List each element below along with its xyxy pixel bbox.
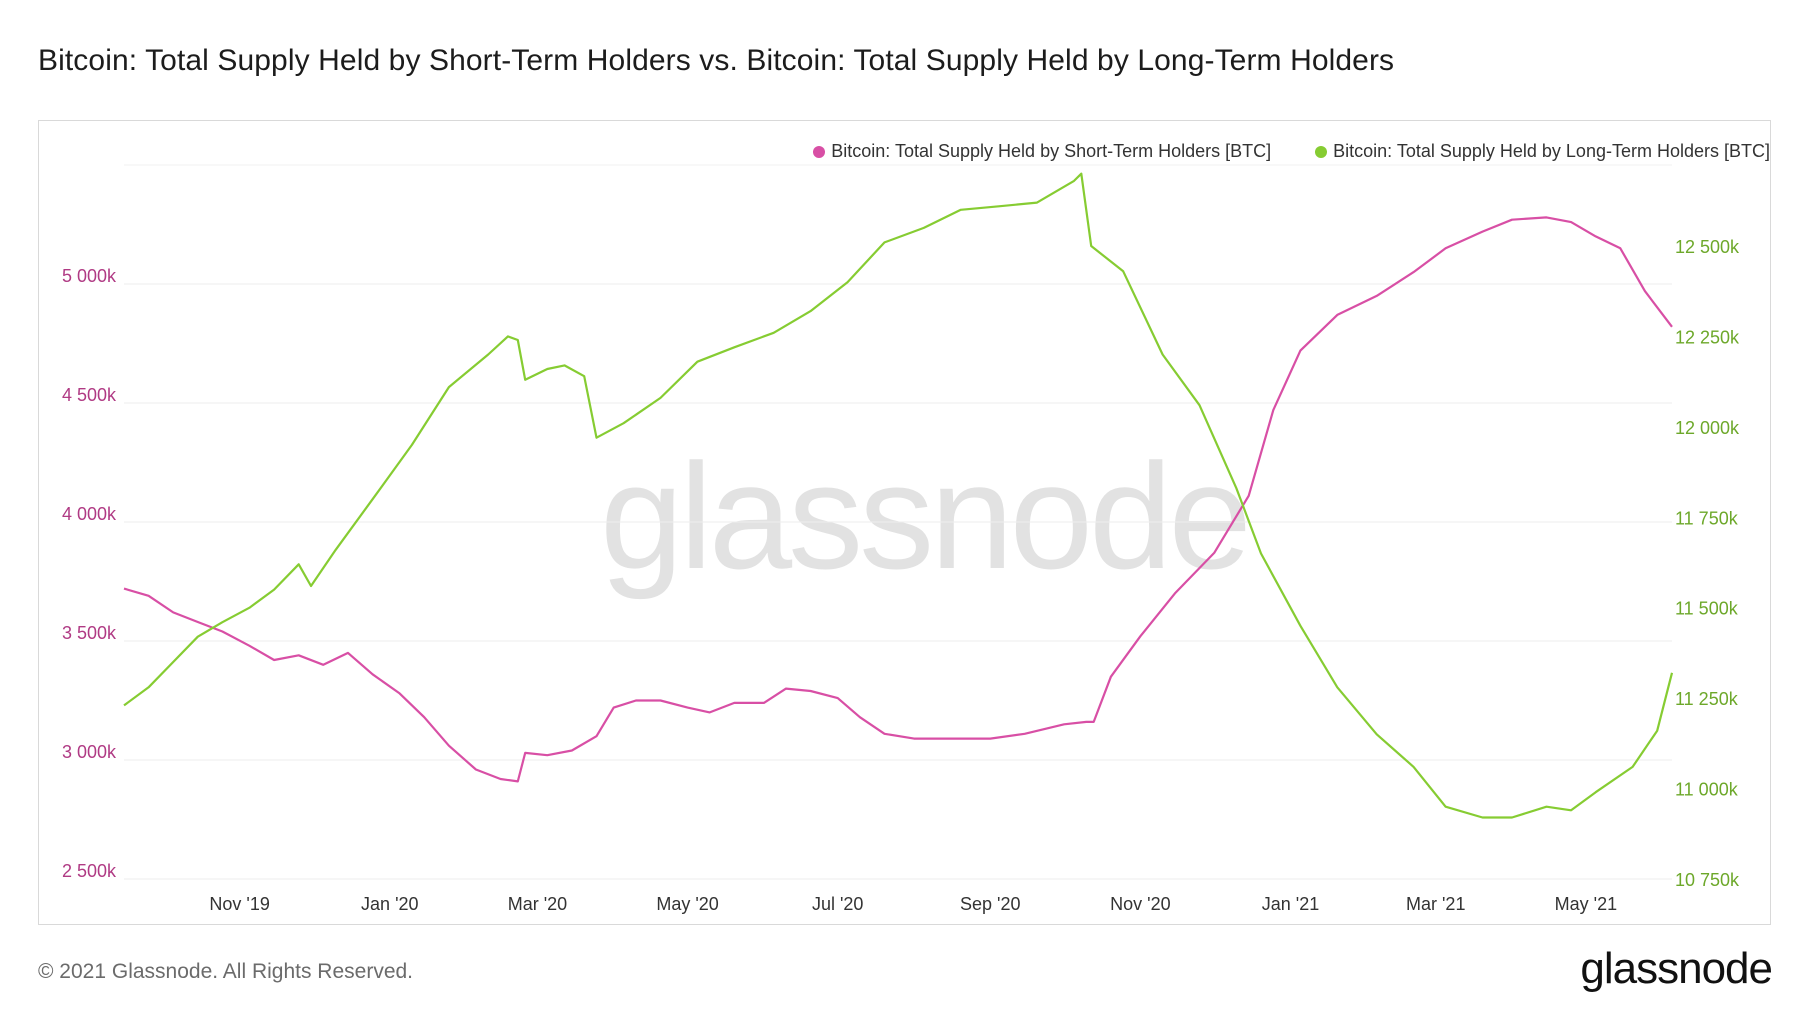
- x-tick-label: Mar '21: [1406, 894, 1465, 914]
- y-left-tick-label: 2 500k: [62, 861, 117, 881]
- copyright: © 2021 Glassnode. All Rights Reserved.: [38, 960, 414, 983]
- legend-dot-sth: [813, 145, 826, 158]
- y-right-tick-label: 11 000k: [1675, 780, 1739, 800]
- y-left-tick-label: 3 000k: [62, 742, 117, 762]
- y-left-tick-label: 3 500k: [62, 623, 117, 643]
- series-line-lth: [123, 172, 1674, 819]
- legend: Bitcoin: Total Supply Held by Short-Term…: [813, 141, 1770, 162]
- legend-dot-lth: [1315, 145, 1328, 158]
- brand-logo: glassnode: [1580, 944, 1773, 993]
- x-tick-label: Nov '20: [1110, 894, 1170, 914]
- y-left-tick-label: 5 000k: [62, 266, 117, 286]
- legend-label-lth: Bitcoin: Total Supply Held by Long-Term …: [1333, 141, 1770, 161]
- legend-label-sth: Bitcoin: Total Supply Held by Short-Term…: [831, 141, 1272, 161]
- y-right-tick-label: 10 750k: [1675, 870, 1740, 890]
- y-right-tick-label: 12 000k: [1675, 418, 1740, 438]
- y-left-tick-label: 4 000k: [62, 504, 117, 524]
- x-tick-label: Mar '20: [508, 894, 567, 914]
- y-right-tick-label: 12 500k: [1675, 237, 1740, 257]
- y-right-tick-label: 12 250k: [1675, 327, 1740, 347]
- x-tick-label: Jan '20: [361, 894, 418, 914]
- x-tick-label: Nov '19: [209, 894, 269, 914]
- legend-item-lth[interactable]: Bitcoin: Total Supply Held by Long-Term …: [1315, 141, 1770, 162]
- y-right-tick-label: 11 500k: [1675, 599, 1739, 619]
- y-right-tick-label: 11 750k: [1675, 508, 1739, 528]
- x-tick-label: Sep '20: [960, 894, 1021, 914]
- chart-title: Bitcoin: Total Supply Held by Short-Term…: [38, 44, 1395, 77]
- series-line-sth: [123, 216, 1673, 783]
- x-tick-label: Jul '20: [812, 894, 863, 914]
- x-tick-label: Jan '21: [1262, 894, 1319, 914]
- chart-frame: [38, 120, 1771, 925]
- x-tick-label: May '20: [656, 894, 718, 914]
- y-left-tick-label: 4 500k: [62, 385, 117, 405]
- legend-item-sth[interactable]: Bitcoin: Total Supply Held by Short-Term…: [813, 141, 1271, 162]
- x-tick-label: May '21: [1555, 894, 1617, 914]
- y-right-tick-label: 11 250k: [1675, 689, 1739, 709]
